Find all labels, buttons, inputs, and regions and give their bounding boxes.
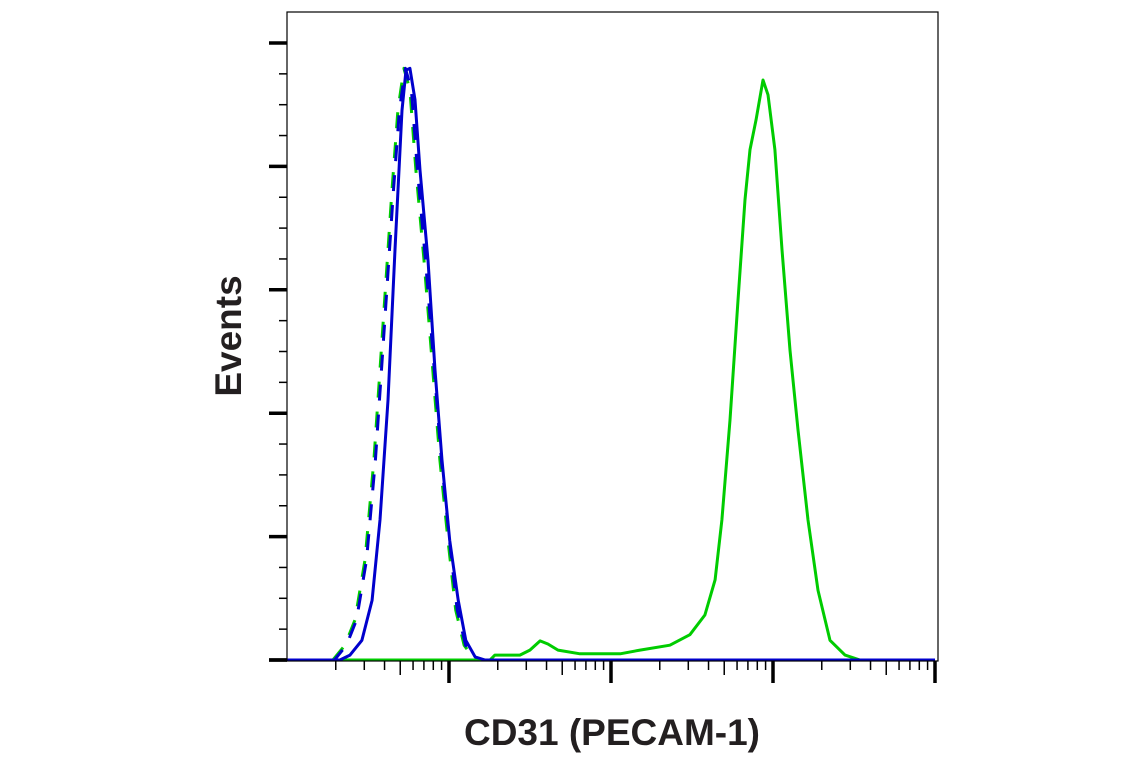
axes-group: [269, 41, 937, 683]
series-line-solid-blue: [287, 66, 935, 662]
series-line-solid-green: [287, 78, 935, 662]
x-axis-label: CD31 (PECAM-1): [464, 712, 760, 753]
series-group: [287, 66, 935, 662]
y-axis-label: Events: [208, 275, 249, 396]
